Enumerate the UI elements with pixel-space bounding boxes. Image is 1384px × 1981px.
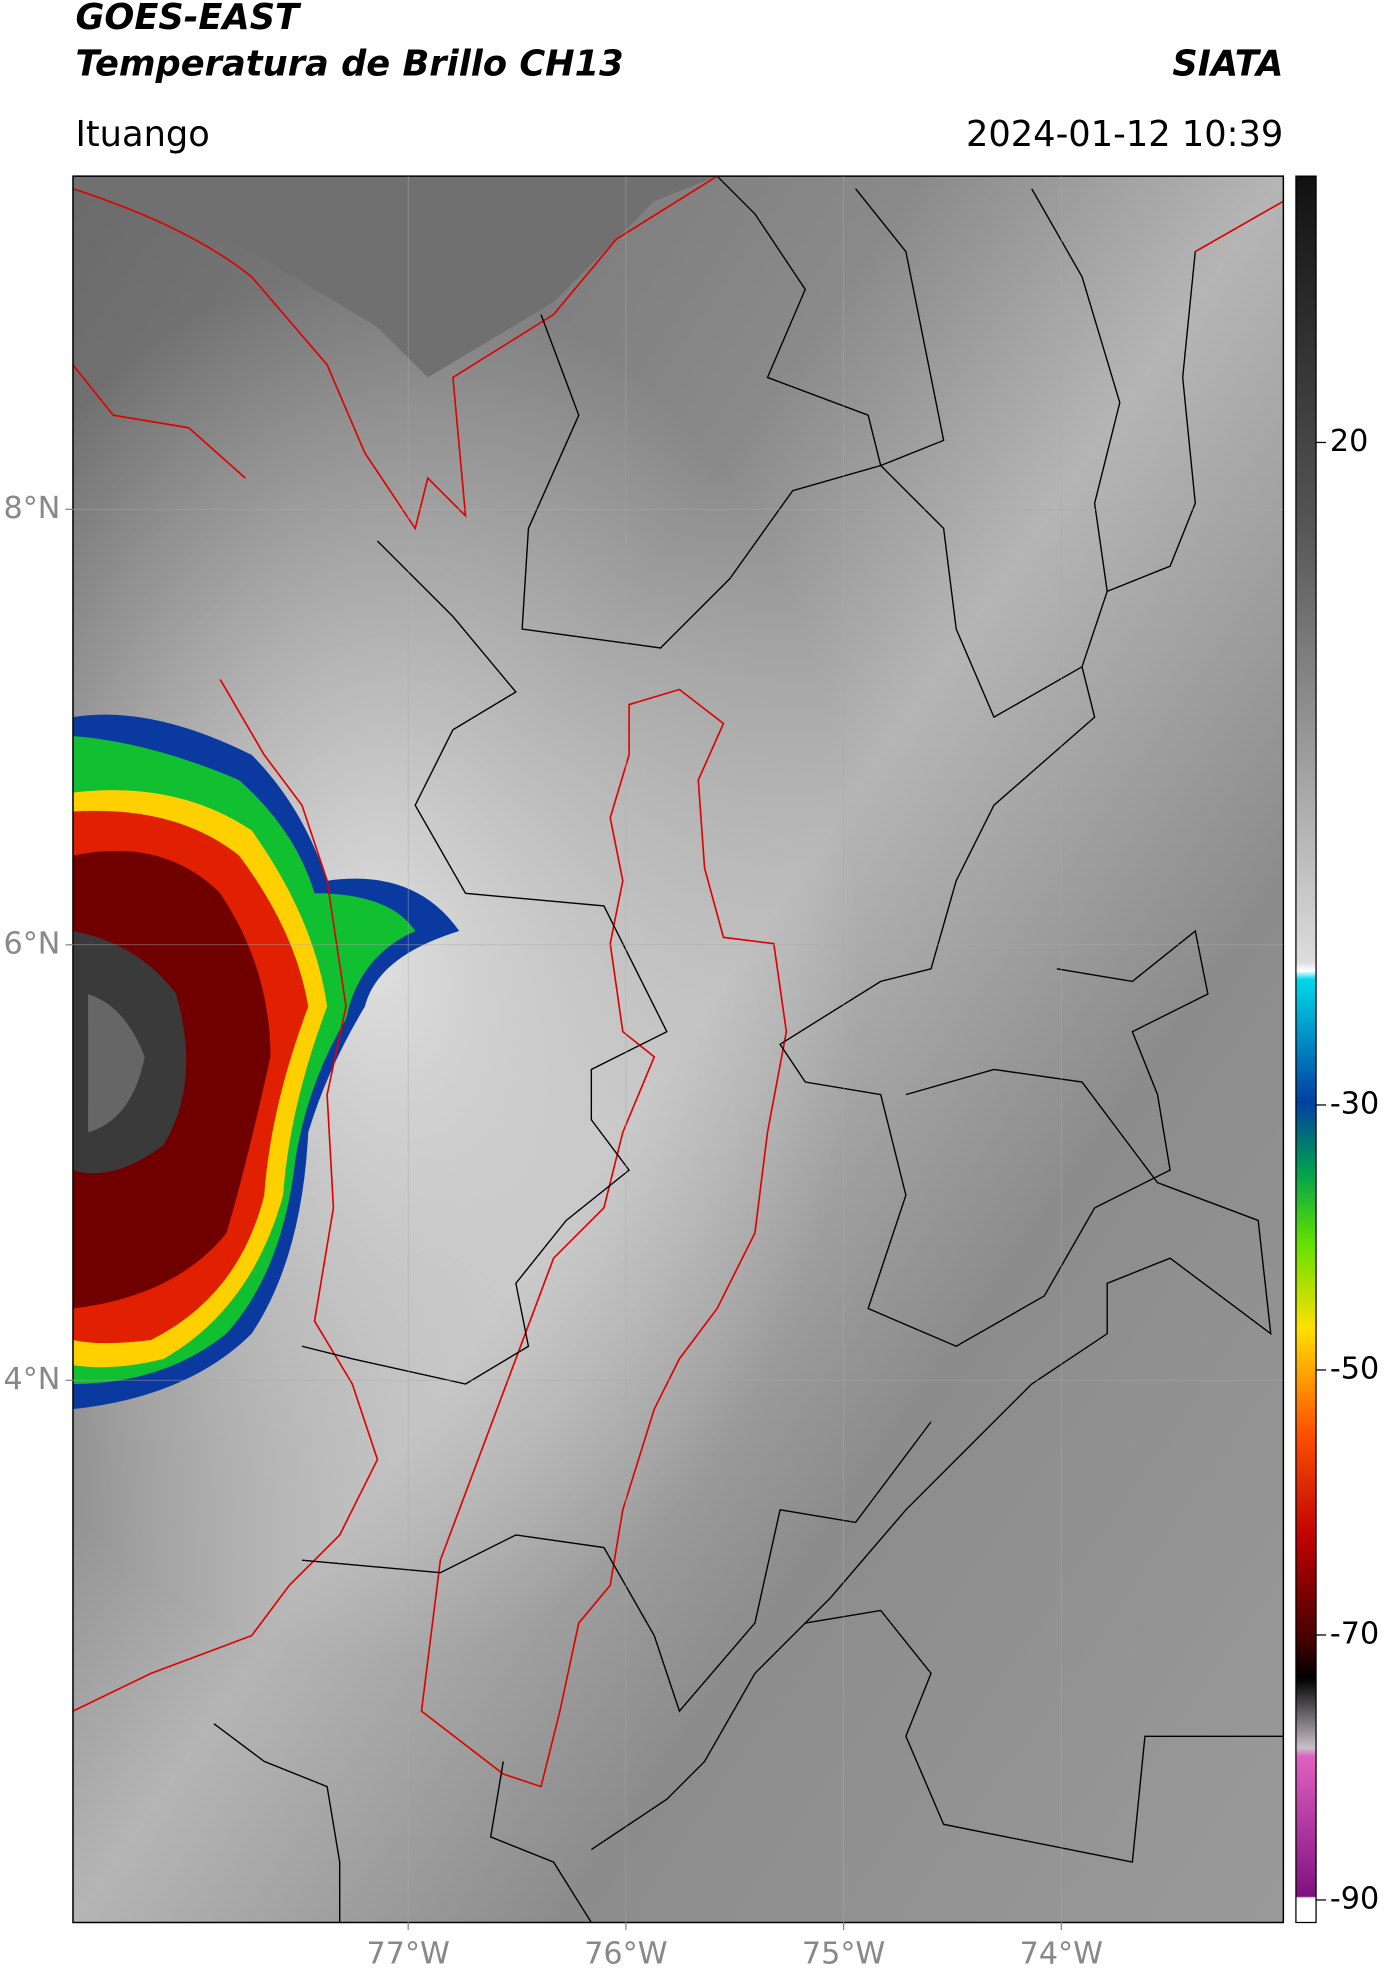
colorbar-scale (1295, 175, 1317, 1924)
lon-tick-label: 75°W (802, 1937, 885, 1972)
colorbar-tick-label: 20 (1330, 424, 1368, 459)
colorbar-tick-label: -50 (1330, 1351, 1379, 1386)
lon-tick-label: 76°W (584, 1937, 667, 1972)
title: GOES-EAST (75, 0, 302, 38)
location: Ituango (75, 114, 209, 155)
lon-tick-label: 77°W (367, 1937, 450, 1972)
lon-tick-label: 74°W (1020, 1937, 1103, 1972)
lat-tick-label: 6°N (4, 926, 61, 961)
subtitle: Temperatura de Brillo CH13 (75, 43, 623, 84)
lat-tick-label: 4°N (4, 1362, 61, 1397)
sea (72, 176, 718, 378)
datetime: 2024-01-12 10:39 (966, 114, 1283, 155)
brand: SIATA (1172, 43, 1283, 84)
colorbar (1295, 175, 1317, 1924)
map-frame (72, 175, 1285, 1924)
colorbar-tick-label: -90 (1330, 1881, 1379, 1916)
lat-tick-label: 8°N (4, 491, 61, 526)
colorbar-tick-label: -70 (1330, 1616, 1379, 1651)
colorbar-tick-label: -30 (1330, 1086, 1379, 1121)
map (72, 175, 1285, 1924)
cloud-top (72, 714, 460, 1410)
region-borders (72, 176, 1284, 1788)
admin-borders (213, 176, 1284, 1923)
